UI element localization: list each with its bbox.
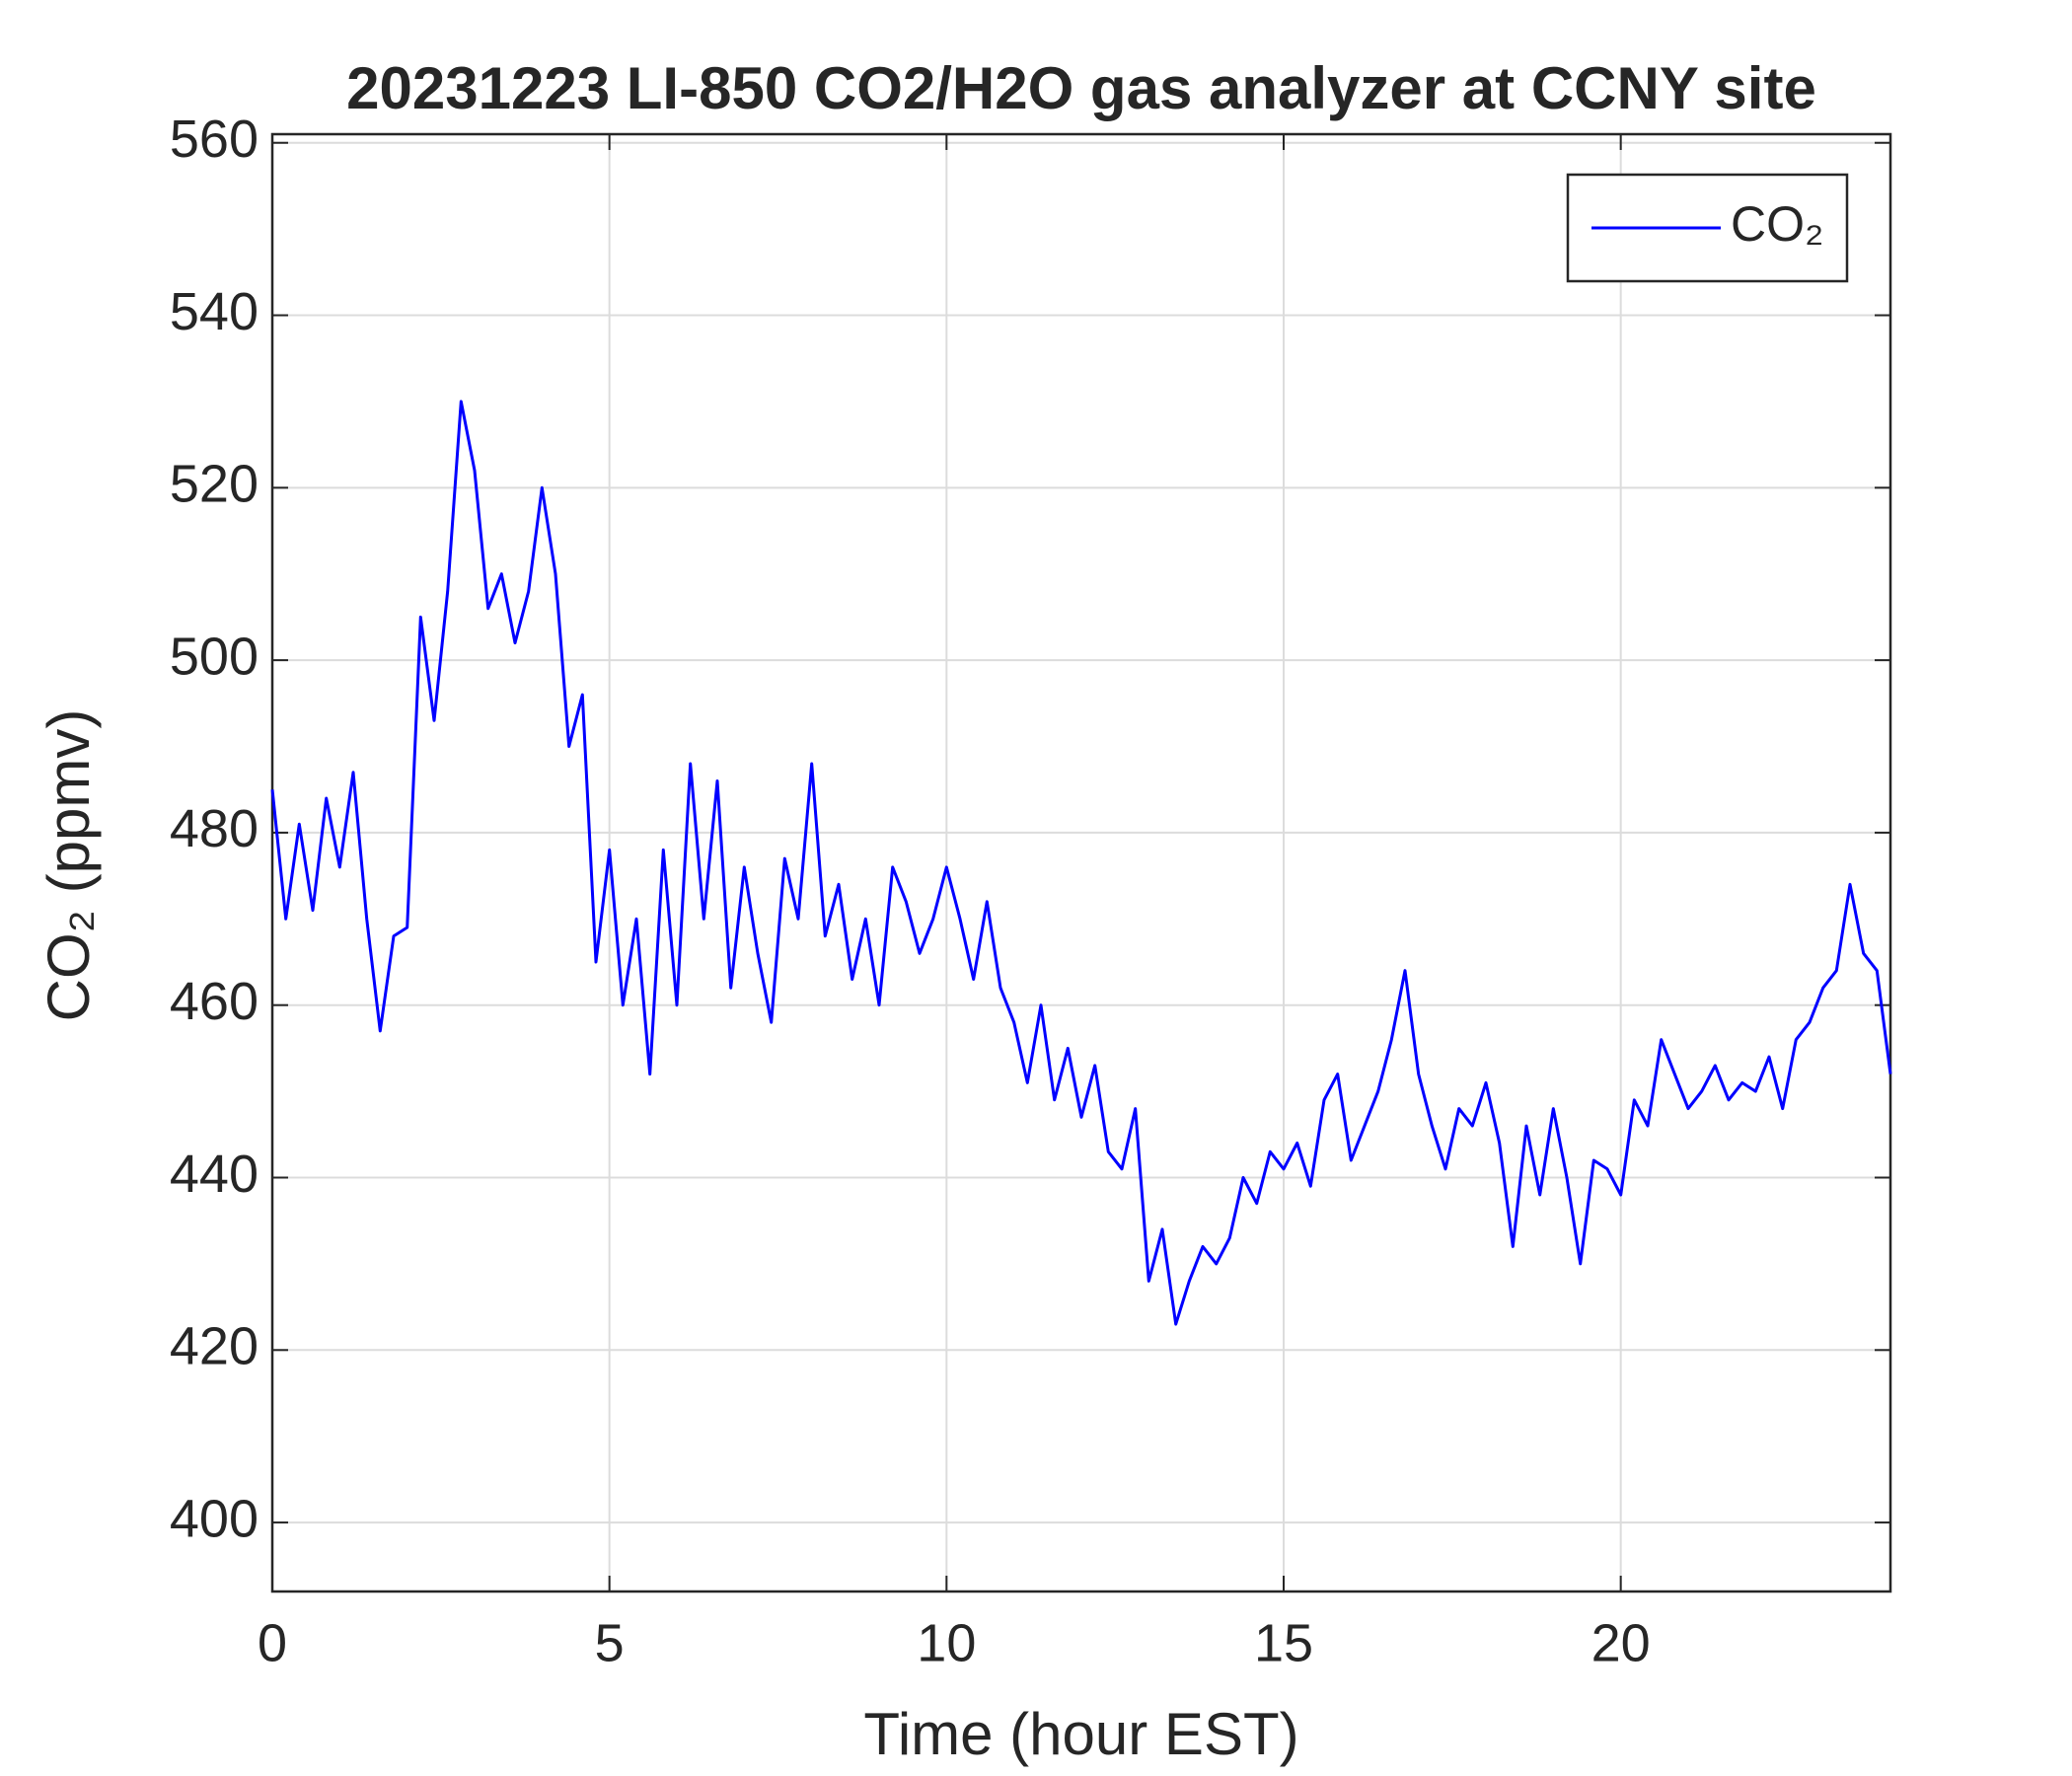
- y-tick-label: 440: [170, 1145, 259, 1204]
- x-tick-label: 10: [917, 1613, 976, 1672]
- y-tick-label: 420: [170, 1317, 259, 1376]
- data-line: [270, 400, 1892, 1326]
- chart-title: 20231223 LI-850 CO2/H2O gas analyzer at …: [346, 55, 1816, 121]
- y-axis-label: CO₂ (ppmv): [36, 709, 102, 1022]
- x-tick-label: 20: [1591, 1613, 1651, 1672]
- plot-frame: [270, 132, 1892, 1593]
- y-tick-label: 480: [170, 799, 259, 858]
- y-tick-label: 500: [170, 627, 259, 686]
- x-axis-label: Time (hour EST): [863, 1701, 1298, 1767]
- x-tick-label: 0: [258, 1613, 287, 1672]
- x-tick-label: 15: [1254, 1613, 1313, 1672]
- x-tick-label: 5: [595, 1613, 625, 1672]
- y-tick-label: 540: [170, 282, 259, 341]
- y-tick-label: 520: [170, 455, 259, 514]
- y-tick-label: 560: [170, 110, 259, 169]
- y-tick-label: 460: [170, 972, 259, 1031]
- legend-label: CO₂: [1731, 196, 1823, 252]
- y-tick-label: 400: [170, 1489, 259, 1548]
